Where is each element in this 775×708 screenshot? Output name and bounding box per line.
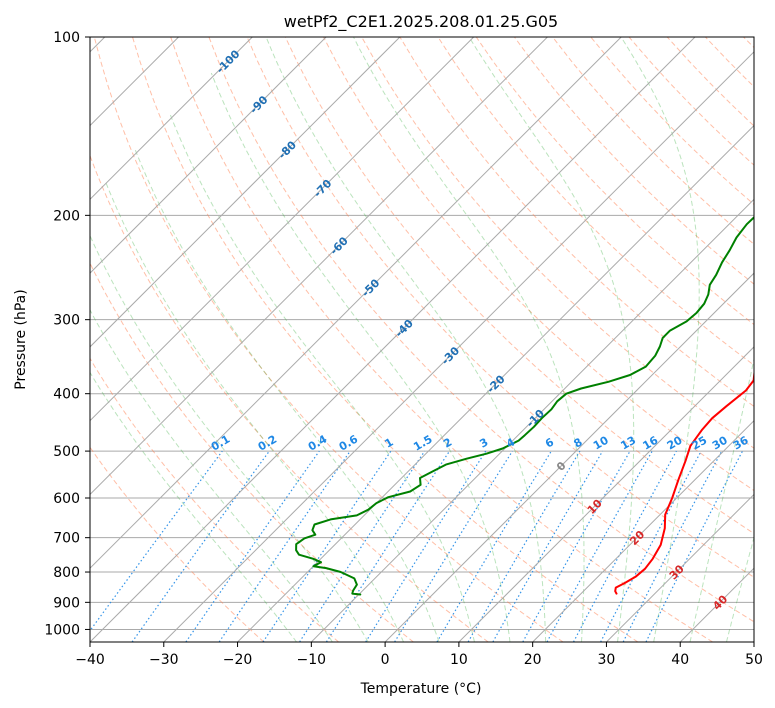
x-tick-label: 0	[381, 652, 390, 668]
isotherm-line	[90, 37, 327, 274]
isotherm-line	[163, 51, 754, 642]
moist-adiabat-line	[169, 114, 475, 642]
dry-adiabat-line	[90, 357, 339, 642]
moist-adiabats	[90, 37, 754, 642]
dry-adiabats	[90, 37, 754, 642]
y-tick-label: 400	[53, 387, 80, 403]
isotherm-line	[310, 198, 754, 642]
isotherm-line	[384, 272, 754, 642]
isotherm-line	[90, 37, 548, 496]
moist-adiabat-line	[620, 37, 700, 642]
mixing-ratio-line	[218, 450, 351, 642]
mixing-ratio-line	[572, 450, 677, 642]
x-tick-label: −20	[223, 652, 253, 668]
x-tick-label: −10	[297, 652, 327, 668]
moist-adiabat-line	[689, 356, 754, 642]
x-tick-label: 10	[450, 652, 468, 668]
y-tick-label: 1000	[44, 622, 80, 638]
isotherm-line	[532, 419, 754, 642]
plot-frame	[89, 36, 755, 643]
sounding-profiles	[295, 216, 754, 596]
mixing-ratio-line	[394, 450, 513, 642]
y-tick-label: 600	[53, 491, 80, 507]
dry-adiabat-line	[208, 37, 754, 623]
x-tick-label: 30	[598, 652, 616, 668]
mixing-ratio-lines	[90, 450, 744, 642]
dry-adiabat-line	[90, 446, 265, 642]
dry-adiabat-line	[93, 37, 564, 642]
mixing-ratio-line	[325, 450, 450, 642]
mixing-ratio-line	[546, 450, 653, 642]
dry-adiabat-line	[90, 154, 489, 642]
isobar-grid	[90, 37, 754, 630]
isotherm-line	[90, 37, 622, 569]
mixing-ratio-line	[262, 450, 392, 642]
dry-adiabat-line	[361, 37, 754, 449]
dry-adiabat-line	[323, 37, 754, 492]
y-tick-label: 200	[53, 208, 80, 224]
mixing-ratio-line	[131, 450, 270, 642]
isotherm-line	[90, 37, 475, 422]
isotherm-line	[90, 37, 696, 642]
x-tick-label: 20	[524, 652, 542, 668]
dry-adiabat-line	[170, 37, 713, 642]
isotherm-line	[458, 346, 754, 642]
isotherm-line	[237, 124, 754, 642]
isotherm-line	[606, 493, 754, 642]
x-tick-label: −40	[75, 652, 105, 668]
isotherm-grid	[90, 37, 754, 642]
mixing-ratio-line	[90, 450, 223, 632]
moist-adiabat-line	[90, 308, 333, 642]
x-tick-label: 50	[745, 652, 763, 668]
dry-adiabat-line	[90, 262, 414, 642]
moist-adiabat-line	[210, 72, 511, 642]
dry-adiabat-line	[132, 37, 639, 642]
dewpoint-profile	[295, 216, 754, 596]
mixing-ratio-line	[185, 450, 320, 642]
chart-title: wetPf2_C2E1.2025.208.01.25.G05	[284, 12, 558, 32]
y-axis-ticks: 100 200 300 400 500 600 700 800 900 1000	[44, 30, 90, 638]
moist-adiabat-line	[353, 37, 585, 642]
mixing-ratio-line	[645, 450, 744, 642]
y-tick-label: 100	[53, 30, 80, 46]
x-axis-ticks: −40 −30 −20 −10 0 10 20 30 40 50	[75, 642, 763, 668]
temperature-profile	[614, 368, 754, 595]
y-tick-label: 300	[53, 313, 80, 329]
moist-adiabat-line	[726, 535, 754, 642]
moist-adiabat-line	[90, 234, 369, 642]
moist-adiabat-line	[104, 180, 405, 642]
y-tick-label: 800	[53, 565, 80, 581]
y-tick-label: 700	[53, 531, 80, 547]
y-tick-label: 900	[53, 595, 80, 611]
mixing-ratio-line	[522, 450, 631, 642]
x-tick-label: −30	[149, 652, 179, 668]
y-tick-label: 500	[53, 444, 80, 460]
y-axis-label: Pressure (hPa)	[13, 289, 29, 389]
dry-adiabat-line	[437, 37, 754, 366]
isotherm-line	[90, 37, 253, 201]
moist-adiabat-line	[265, 37, 547, 642]
x-axis-label: Temperature (°C)	[360, 681, 482, 697]
isotherm-line	[90, 37, 401, 348]
moist-adiabat-line	[90, 371, 297, 642]
x-tick-label: 40	[671, 652, 689, 668]
dry-adiabat-line	[284, 37, 754, 535]
